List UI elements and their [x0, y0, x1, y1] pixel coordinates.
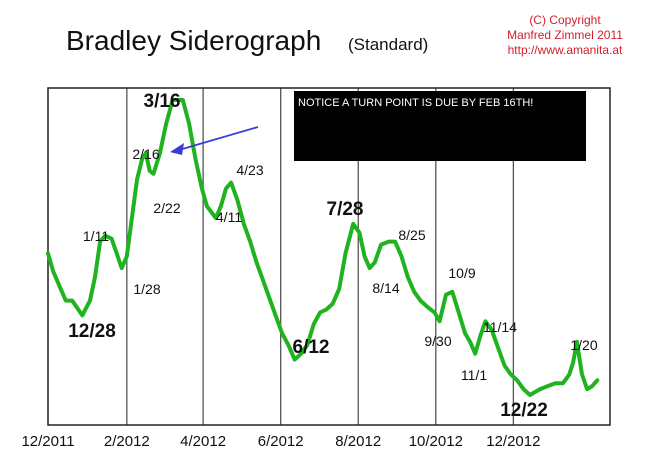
- x-tick-label: 8/2012: [335, 433, 381, 450]
- x-tick-label: 6/2012: [258, 433, 304, 450]
- arrow-head: [170, 143, 184, 155]
- annotation-label: 2/22: [153, 200, 180, 216]
- peak-trough-labels: 12/28 1/11 1/28 2/16 2/22 3/16 4/11 4/23 6/12 7/2…: [68, 91, 598, 421]
- annotation-label: 6/12: [293, 337, 330, 358]
- annotation-label: 8/14: [372, 280, 399, 296]
- annotation-label: 11/1: [461, 367, 487, 383]
- notice-box: [294, 91, 586, 161]
- annotation-label: 2/16: [132, 146, 159, 162]
- annotation-label: 7/28: [327, 199, 364, 220]
- copyright-line-3: http://www.amanita.at: [508, 43, 623, 57]
- arrow-line: [171, 126, 259, 153]
- x-tick-label: 4/2012: [180, 433, 226, 450]
- annotation-label: 8/25: [398, 227, 425, 243]
- x-tick-labels: 12/2011 2/2012 4/2012 6/2012 8/2012 10/2012 12…: [21, 433, 540, 450]
- annotation-label: 3/16: [144, 91, 181, 112]
- copyright-line-2: Manfred Zimmel 2011: [507, 28, 623, 42]
- notice-text: NOTICE A TURN POINT IS DUE BY FEB 16TH!: [298, 97, 533, 109]
- annotation-label: 1/11: [83, 228, 109, 244]
- annotation-label: 10/9: [448, 265, 475, 281]
- x-tick-label: 2/2012: [104, 433, 150, 450]
- copyright-line-1: (C) Copyright: [529, 13, 601, 27]
- x-tick-label: 12/2012: [486, 433, 540, 450]
- annotation-label: 12/22: [500, 400, 548, 421]
- annotation-label: 12/28: [68, 321, 116, 342]
- annotation-label: 4/11: [216, 209, 242, 225]
- annotation-label: 11/14: [483, 319, 517, 335]
- x-tick-label: 12/2011: [21, 433, 74, 450]
- chart-title: Bradley Siderograph: [66, 25, 321, 56]
- series-line: [46, 98, 600, 397]
- annotation-label: 1/20: [570, 337, 597, 353]
- annotation-label: 1/28: [133, 281, 160, 297]
- annotation-label: 9/30: [424, 333, 451, 349]
- chart-subtitle: (Standard): [348, 35, 428, 54]
- annotation-label: 4/23: [236, 162, 263, 178]
- x-tick-label: 10/2012: [409, 433, 463, 450]
